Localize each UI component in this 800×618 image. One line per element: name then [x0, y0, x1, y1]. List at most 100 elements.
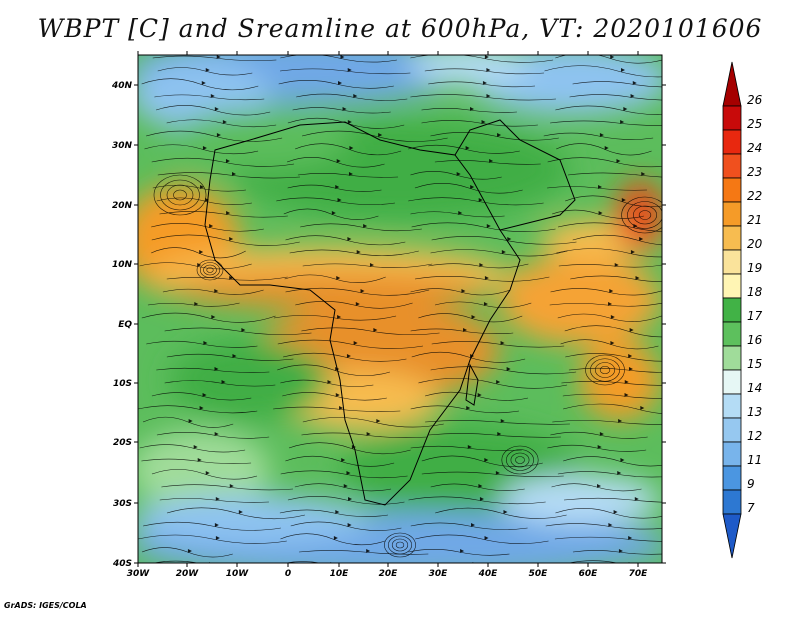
- streamline-arrow: [463, 328, 468, 332]
- streamline-arrow: [337, 198, 342, 202]
- streamline: [156, 197, 252, 206]
- streamline-arrow: [238, 510, 243, 514]
- streamline: [302, 417, 444, 428]
- streamline: [156, 367, 270, 373]
- streamline: [411, 222, 556, 233]
- streamline: [284, 561, 322, 563]
- streamline: [550, 288, 662, 296]
- lat-tick-label: 30S: [113, 499, 132, 509]
- lat-tick-label: 40N: [111, 81, 133, 91]
- streamline: [410, 55, 554, 63]
- streamline: [421, 108, 517, 113]
- streamline: [547, 186, 647, 191]
- streamline-arrow: [347, 120, 352, 124]
- streamline-arrow: [458, 211, 463, 215]
- streamline: [287, 184, 382, 192]
- streamline: [557, 471, 662, 478]
- streamline: [139, 444, 246, 453]
- streamline-arrow: [221, 380, 226, 384]
- streamline: [301, 432, 428, 439]
- streamline: [285, 287, 430, 296]
- streamline: [547, 444, 647, 452]
- streamline-arrow: [482, 81, 487, 85]
- streamline-arrow: [229, 276, 234, 280]
- streamline: [565, 353, 662, 362]
- streamline-arrow: [623, 107, 628, 111]
- streamline-arrow: [599, 432, 604, 436]
- streamline-arrow: [486, 68, 491, 72]
- streamline-arrow: [202, 393, 207, 397]
- colorbar-label: 21: [747, 213, 762, 227]
- colorbar-segment: [722, 153, 742, 179]
- colorbar-label: 17: [747, 309, 763, 323]
- streamline: [408, 496, 546, 505]
- streamline: [410, 171, 502, 180]
- colorbar-label: 13: [747, 405, 762, 419]
- streamline: [151, 392, 252, 401]
- vortex-ring: [594, 362, 616, 378]
- streamline-arrow: [481, 120, 486, 124]
- streamline-arrow: [232, 172, 237, 176]
- streamline: [277, 339, 424, 349]
- streamline: [563, 456, 662, 467]
- streamline: [290, 521, 402, 531]
- lat-tick-label: 30N: [112, 141, 133, 151]
- streamline: [286, 157, 385, 168]
- streamline: [410, 405, 520, 414]
- latitude-axis: 40N 30N 20N 10N EQ 10S 20S 30S 40S: [111, 81, 666, 569]
- streamline-arrow: [617, 471, 622, 475]
- streamline: [567, 172, 662, 178]
- streamline-arrow: [489, 159, 494, 163]
- streamline: [277, 364, 390, 376]
- streamline: [159, 498, 269, 503]
- streamline: [300, 223, 422, 232]
- streamline-arrow: [353, 341, 358, 345]
- colorbar-segment: [722, 465, 742, 491]
- streamline-arrow: [335, 185, 340, 189]
- streamline: [146, 340, 258, 348]
- vortex-ring: [166, 184, 194, 206]
- streamline: [543, 132, 654, 140]
- lat-tick-label: 40S: [112, 559, 132, 569]
- streamline: [414, 183, 523, 194]
- streamline: [408, 144, 520, 154]
- streamline: [558, 264, 662, 268]
- streamline-arrow: [599, 133, 604, 137]
- colorbar-segment: [722, 249, 742, 275]
- streamline-arrow: [461, 289, 466, 293]
- streamline-arrow: [624, 393, 629, 397]
- streamline: [292, 107, 391, 114]
- streamline: [280, 68, 411, 75]
- streamline: [572, 234, 662, 246]
- streamline-arrow: [469, 107, 474, 111]
- streamline: [283, 208, 379, 220]
- streamline: [565, 195, 662, 208]
- vortex-ring: [638, 210, 652, 220]
- wbpt-shading: [138, 55, 662, 563]
- streamline: [410, 445, 522, 451]
- vortex-ring: [395, 541, 405, 549]
- streamline-arrow: [202, 146, 207, 150]
- streamline: [151, 247, 246, 259]
- streamline: [421, 455, 543, 467]
- streamline-arrow: [369, 263, 374, 267]
- streamline: [139, 262, 252, 270]
- streamline-arrow: [347, 237, 352, 241]
- streamline-arrow: [336, 159, 341, 163]
- streamline-arrow: [629, 328, 634, 332]
- streamline: [550, 431, 648, 439]
- streamline: [428, 263, 529, 269]
- streamline: [431, 236, 577, 245]
- streamline-arrow: [194, 302, 199, 306]
- colorbar-label: 18: [747, 285, 763, 299]
- streamline: [157, 67, 253, 76]
- colorbar-label: 26: [747, 93, 763, 107]
- streamline-arrow: [187, 549, 192, 553]
- streamline: [408, 549, 510, 556]
- lat-tick-label: 10S: [113, 379, 132, 389]
- colorbar-segment: [722, 417, 742, 443]
- streamline: [141, 78, 259, 91]
- streamline-arrow: [486, 224, 491, 228]
- streamline: [557, 222, 662, 232]
- streamline-arrow: [347, 68, 352, 72]
